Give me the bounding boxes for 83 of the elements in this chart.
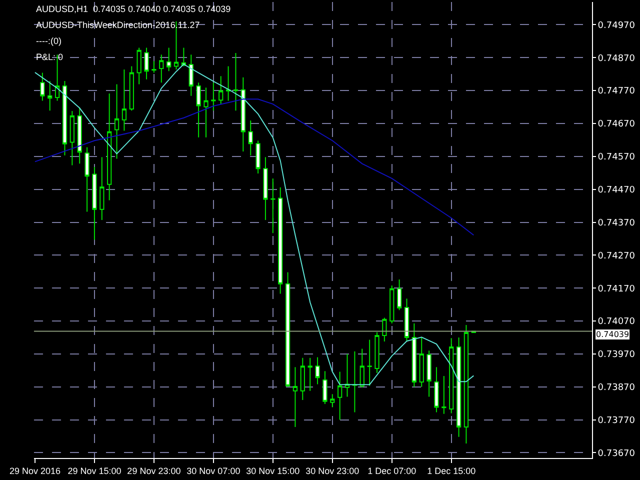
candlestick xyxy=(360,348,364,388)
candlestick xyxy=(419,337,424,388)
y-tick-label: 0.74970 xyxy=(598,20,636,31)
x-tick-label: 29 Nov 23:00 xyxy=(127,466,181,476)
candlestick xyxy=(390,284,394,324)
y-tick-label: 0.74170 xyxy=(598,284,636,294)
candlestick xyxy=(40,72,45,102)
candlestick xyxy=(107,93,112,201)
candlestick xyxy=(218,76,224,105)
candlestick xyxy=(152,60,156,74)
y-tick-label: 0.73970 xyxy=(598,350,636,360)
line-series xyxy=(34,64,474,386)
candlestick xyxy=(70,110,74,166)
y-tick-label: 0.74670 xyxy=(598,120,636,130)
line-series xyxy=(34,98,474,236)
candlestick xyxy=(412,322,416,388)
candlestick xyxy=(308,357,312,392)
x-tick-label: 29 Nov 15:00 xyxy=(68,466,122,476)
candlestick xyxy=(464,324,469,444)
candlestick xyxy=(204,87,208,138)
candlestick xyxy=(54,54,60,102)
annotation: AUDUSD,H1 0.74035 0.74040 0.74035 0.74039 xyxy=(36,4,231,14)
candlestick xyxy=(240,76,246,152)
candlestick xyxy=(344,353,350,398)
candlestick xyxy=(114,84,120,160)
candlestick xyxy=(404,298,410,342)
candlestick xyxy=(248,120,253,156)
candlestick xyxy=(330,394,335,408)
candlestick xyxy=(382,317,387,342)
candlestick xyxy=(352,350,358,413)
candlestick xyxy=(256,140,260,174)
candlestick xyxy=(48,80,52,112)
candlestick xyxy=(315,356,320,385)
y-tick-label: 0.74870 xyxy=(598,54,636,64)
candlestick xyxy=(62,80,68,156)
y-tick-label: 0.73670 xyxy=(598,448,636,459)
x-tick-label: 30 Nov 15:00 xyxy=(246,466,300,476)
y-tick-label: 0.74370 xyxy=(598,218,636,228)
y-tick-label: 0.74470 xyxy=(598,185,636,196)
y-tick-label: 0.73770 xyxy=(598,416,636,426)
candlestick xyxy=(442,376,446,414)
candlestick xyxy=(396,279,402,311)
candlestick xyxy=(129,66,134,112)
candlestick xyxy=(300,357,305,401)
y-tick-label: 0.74070 xyxy=(598,317,636,328)
candlestick xyxy=(285,272,290,388)
candlestick xyxy=(456,337,462,438)
candlestick xyxy=(233,52,238,112)
candlestick xyxy=(122,68,127,132)
candlestick xyxy=(211,82,216,112)
y-tick-label: 0.74570 xyxy=(598,152,636,163)
candlestick xyxy=(292,366,298,428)
x-tick-label: 30 Nov 07:00 xyxy=(186,466,240,476)
candlestick xyxy=(322,370,328,404)
ref-line-label: 0.74039 xyxy=(596,330,630,339)
candlestick xyxy=(226,66,231,102)
candlestick xyxy=(100,156,104,220)
candlestick xyxy=(367,339,372,386)
candlestick xyxy=(270,178,276,234)
candlestick xyxy=(166,47,172,72)
x-tick-label: 29 Nov 2016 xyxy=(9,466,61,476)
x-tick-label: 1 Dec 15:00 xyxy=(427,466,476,476)
candlestick xyxy=(449,338,454,414)
y-tick-label: 0.74270 xyxy=(598,251,636,262)
candlestick xyxy=(278,186,283,294)
y-tick-label: 0.73870 xyxy=(598,383,636,394)
candlestick xyxy=(84,146,90,212)
candlestick xyxy=(92,166,97,240)
annotation: ----:(0) xyxy=(36,36,62,46)
candlestick xyxy=(374,332,380,374)
x-tick-label: 30 Nov 23:00 xyxy=(306,466,360,476)
candlestick xyxy=(338,371,342,420)
candlestick xyxy=(434,366,439,413)
x-tick-label: 1 Dec 07:00 xyxy=(368,466,416,476)
candlestick xyxy=(159,54,164,84)
candlestick xyxy=(263,156,268,220)
y-tick-label: 0.74770 xyxy=(598,86,636,97)
candlestick xyxy=(426,350,432,398)
candlestick xyxy=(188,54,194,96)
candlestick xyxy=(196,82,201,138)
candlestick xyxy=(136,47,142,85)
candlestick xyxy=(144,47,149,80)
candlestick xyxy=(77,107,82,164)
